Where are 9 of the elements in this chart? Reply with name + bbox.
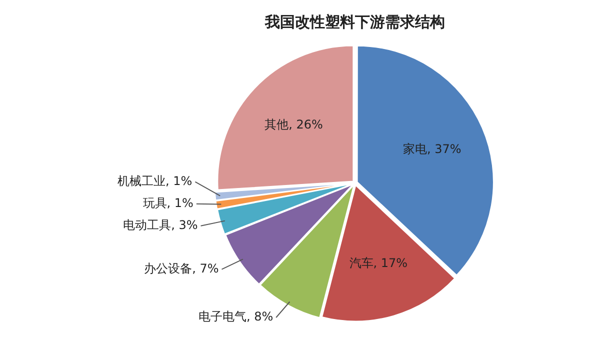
- slice-label: 电子电气, 8%: [198, 310, 274, 324]
- slice-label: 家电, 37%: [402, 142, 462, 156]
- slice-label: 电动工具, 3%: [123, 218, 198, 232]
- slice-label: 汽车, 17%: [349, 256, 408, 270]
- slice-label: 玩具, 1%: [142, 196, 194, 210]
- chart-title: 我国改性塑料下游需求结构: [264, 12, 445, 31]
- slice-label: 机械工业, 1%: [118, 174, 192, 188]
- slice-label: 其他, 26%: [264, 118, 323, 132]
- slice-label: 办公设备, 7%: [144, 261, 219, 276]
